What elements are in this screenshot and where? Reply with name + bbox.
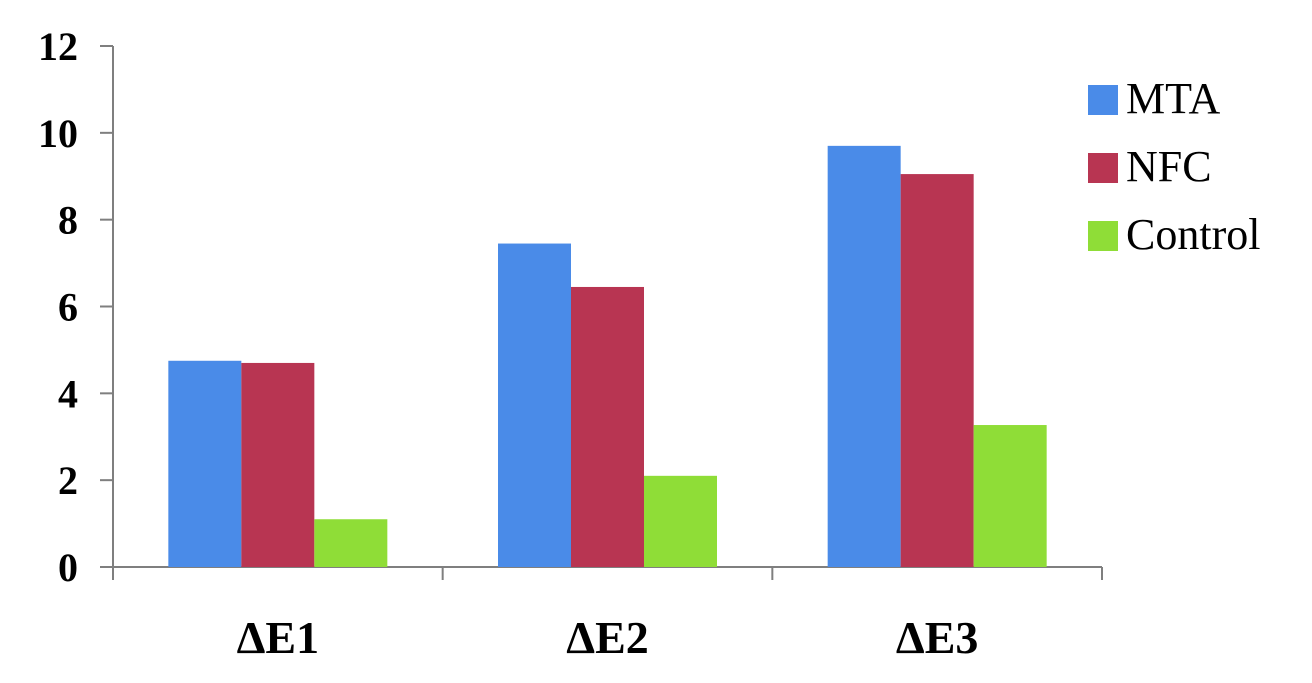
axis-labels: 0 2 4 6 8 10 12 ΔE1 ΔE2 ΔE3 [38,24,978,663]
bar-nfc-3 [900,174,974,567]
bar-mta-3 [827,145,901,567]
bar-mta-2 [498,243,571,567]
y-tick-label: 10 [38,111,78,156]
legend-label-nfc: NFC [1126,142,1212,191]
y-tick-label: 0 [58,545,78,590]
x-category-label: ΔE3 [896,612,979,663]
legend-label-mta: MTA [1126,74,1220,123]
bar-control-1 [314,519,388,567]
x-category-label: ΔE1 [237,612,320,663]
legend-swatch-mta [1088,85,1118,115]
bar-control-2 [644,475,717,567]
y-tick-label: 2 [58,458,78,503]
y-tick-label: 4 [58,371,78,416]
y-tick-label: 12 [38,24,78,69]
legend-swatch-nfc [1088,153,1118,183]
bar-nfc-1 [241,362,315,567]
bar-nfc-2 [571,286,644,567]
legend-swatch-control [1088,221,1118,251]
bars [168,145,1047,567]
x-category-label: ΔE2 [566,612,649,663]
bar-mta-1 [168,360,242,567]
legend-label-control: Control [1126,210,1260,259]
bar-control-3 [973,425,1047,567]
y-tick-label: 6 [58,285,78,330]
y-tick-label: 8 [58,198,78,243]
legend: MTA NFC Control [1088,74,1260,259]
